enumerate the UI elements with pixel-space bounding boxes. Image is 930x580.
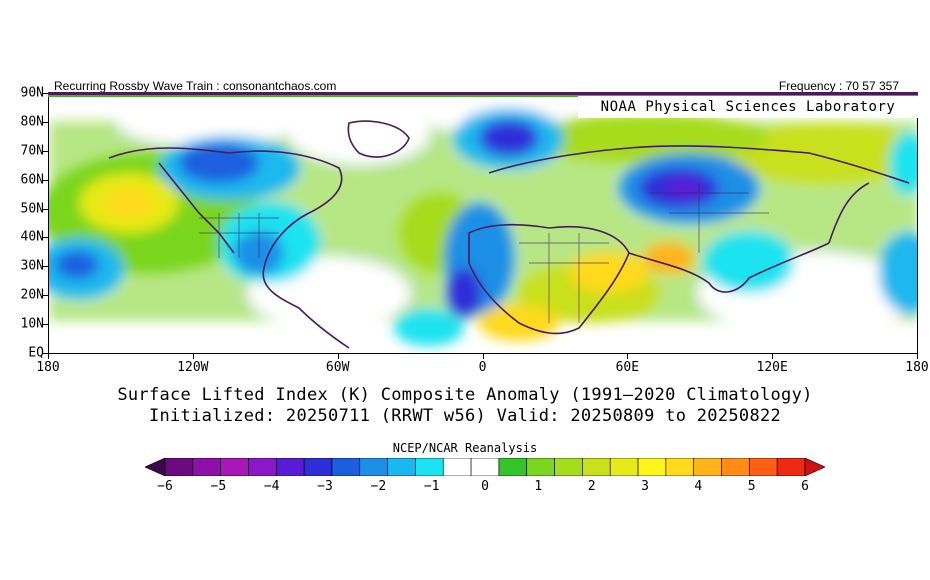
lon-tick xyxy=(627,354,629,359)
lat-label: 30N xyxy=(20,258,44,274)
colorbar-segment xyxy=(359,458,388,476)
colorbar-segment xyxy=(582,458,611,476)
colorbar-segment xyxy=(693,458,722,476)
lat-label: 20N xyxy=(20,287,44,303)
lat-label: 40N xyxy=(20,229,44,245)
map-subtitle: Initialized: 20250711 (RRWT w56) Valid: … xyxy=(148,406,782,426)
colorbar-tick-label: −4 xyxy=(263,479,280,494)
lon-tick xyxy=(772,354,774,359)
lon-label: 60E xyxy=(615,360,640,375)
noaa-label: NOAA Physical Sciences Laboratory xyxy=(578,96,918,118)
colorbar-tick-label: −1 xyxy=(423,479,440,494)
lon-label: 180 xyxy=(36,360,60,375)
colorbar-tick-label: −5 xyxy=(210,479,227,494)
colorbar-segment xyxy=(470,458,500,476)
colorbar-segment xyxy=(331,458,361,476)
colorbar xyxy=(145,458,825,476)
colorbar-tick-label: 3 xyxy=(641,479,649,494)
lat-tick xyxy=(42,295,48,297)
lon-tick xyxy=(192,354,194,359)
colorbar-segment xyxy=(721,458,750,476)
colorbar-segment xyxy=(164,458,194,476)
lat-label: 90N xyxy=(20,85,44,101)
colorbar-segment xyxy=(665,458,694,476)
colorbar-segment xyxy=(637,458,667,476)
anomaly-map xyxy=(48,92,918,354)
lat-tick xyxy=(42,121,48,123)
lat-label: 10N xyxy=(20,316,44,332)
lon-tick xyxy=(917,354,918,359)
lat-tick xyxy=(42,93,48,94)
lat-label: 60N xyxy=(20,172,44,188)
colorbar-segment xyxy=(276,458,305,476)
lat-tick xyxy=(42,150,48,152)
map-svg xyxy=(49,93,917,353)
lat-label: 70N xyxy=(20,143,44,159)
colorbar-tick-label: 2 xyxy=(587,479,596,494)
colorbar-arrow-low xyxy=(145,458,166,476)
colorbar-tick-label: 0 xyxy=(481,479,489,494)
colorbar-tick-label: 4 xyxy=(694,479,703,494)
colorbar-tick-label: 5 xyxy=(747,479,756,494)
colorbar-segment xyxy=(248,458,277,476)
anomaly-field xyxy=(49,95,917,346)
lon-label: 60W xyxy=(325,360,350,375)
colorbar-tick-label: 6 xyxy=(801,479,809,494)
lat-tick xyxy=(42,208,48,210)
colorbar-segment xyxy=(415,458,444,476)
lat-tick xyxy=(42,179,48,181)
frequency-text: Frequency : 70 57 357 xyxy=(778,79,899,93)
lat-tick xyxy=(42,237,48,239)
map-top-stripe xyxy=(48,95,918,97)
lat-label: 50N xyxy=(20,201,44,217)
lat-label: 80N xyxy=(20,114,44,130)
colorbar-segment xyxy=(526,458,555,476)
colorbar-tick-label: −2 xyxy=(370,479,387,494)
colorbar-segment xyxy=(498,458,528,476)
colorbar-tick-label: −6 xyxy=(157,479,173,494)
colorbar-segment xyxy=(387,458,416,476)
colorbar-arrow-high xyxy=(804,458,825,476)
lon-tick xyxy=(482,354,484,359)
lat-tick xyxy=(42,353,48,354)
borders xyxy=(199,183,769,323)
coastlines xyxy=(108,120,910,349)
lat-tick xyxy=(42,324,48,326)
lon-tick xyxy=(48,354,49,359)
lon-label: 120E xyxy=(756,360,788,375)
colorbar-segment xyxy=(442,458,472,476)
colorbar-segment xyxy=(609,458,639,476)
colorbar-segment xyxy=(749,458,778,476)
lat-tick xyxy=(42,266,48,268)
map-title: Surface Lifted Index (K) Composite Anoma… xyxy=(117,385,813,405)
colorbar-segment xyxy=(192,458,221,476)
lon-tick xyxy=(337,354,339,359)
colorbar-segment xyxy=(776,458,806,476)
colorbar-segment xyxy=(554,458,583,476)
map-top-border xyxy=(48,92,918,95)
colorbar-source: NCEP/NCAR Reanalysis xyxy=(392,441,538,455)
lat-label: EQ xyxy=(28,345,44,361)
colorbar-tick-label: 1 xyxy=(534,479,543,494)
credit-text: Recurring Rossby Wave Train : consonantc… xyxy=(54,79,337,93)
lon-label: 0 xyxy=(478,360,487,375)
colorbar-segment xyxy=(303,458,333,476)
colorbar-segment xyxy=(220,458,249,476)
colorbar-tick-label: −3 xyxy=(317,479,333,494)
lon-label: 120W xyxy=(177,360,209,375)
lon-label: 180 xyxy=(905,360,929,375)
